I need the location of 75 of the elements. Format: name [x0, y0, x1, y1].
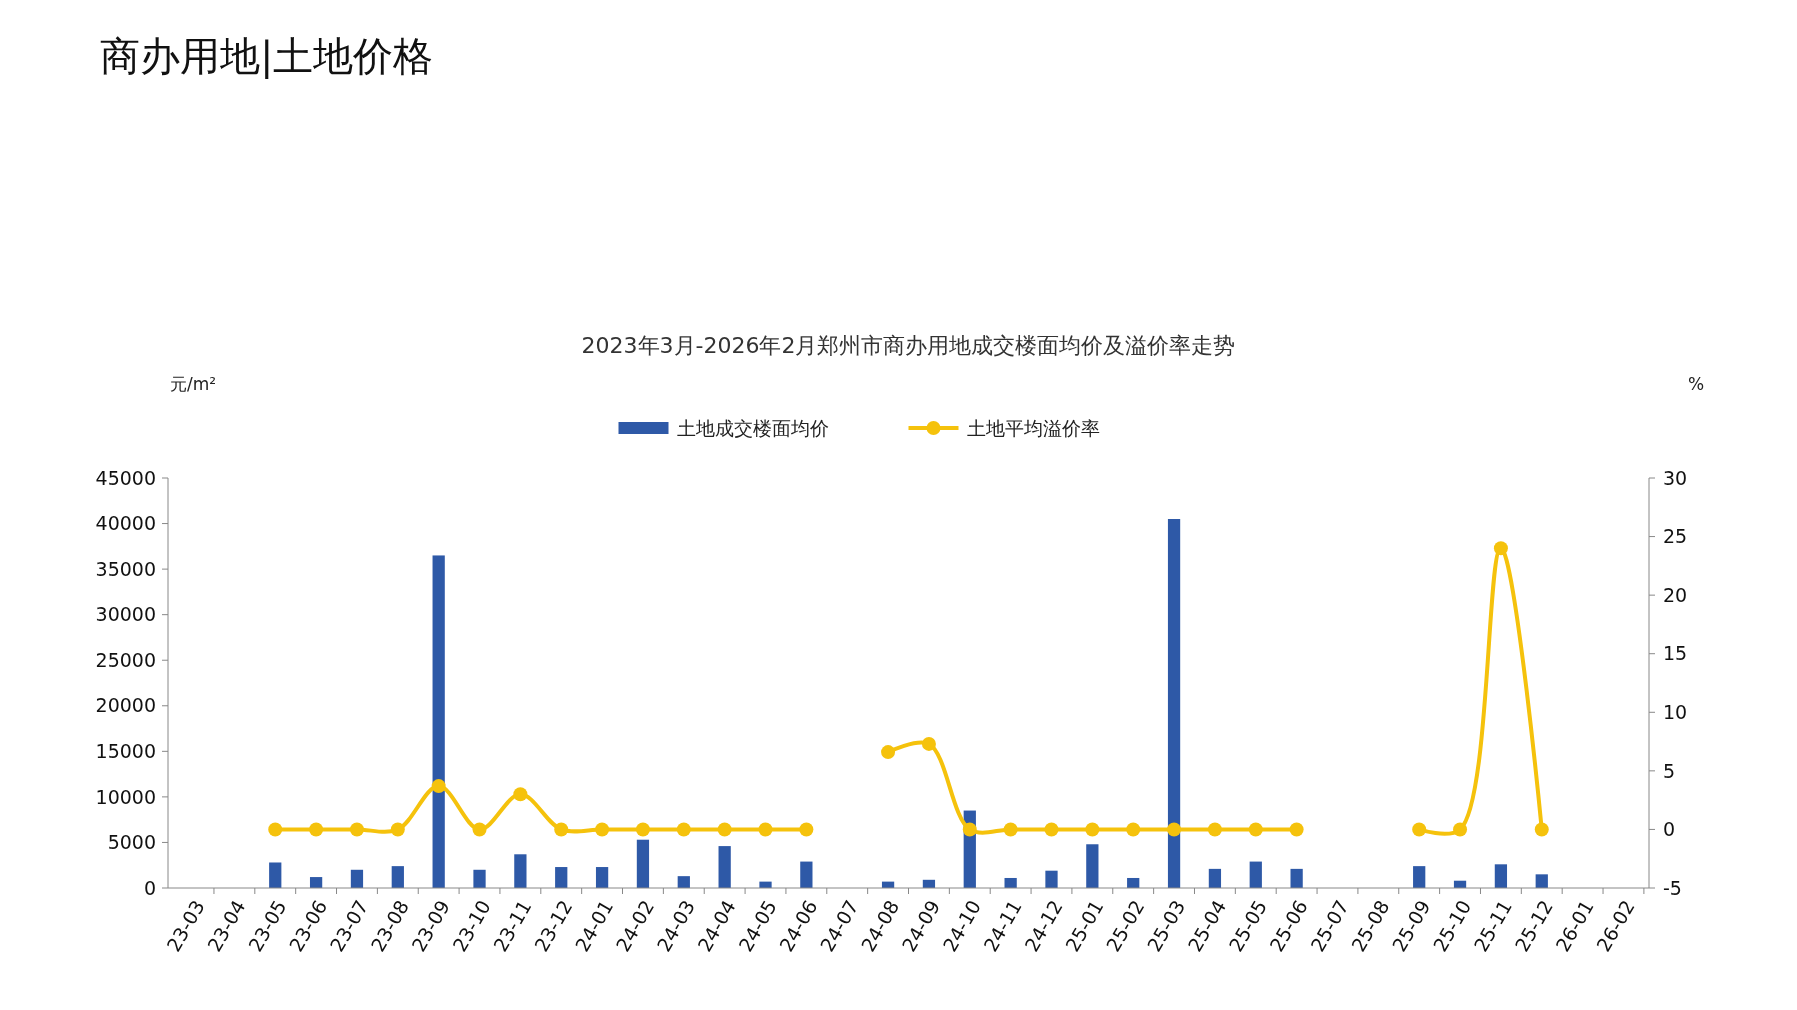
bar [677, 876, 690, 888]
chart-title: 商办用地|土地价格 [100, 33, 434, 79]
point [431, 779, 446, 794]
legend-label: 土地成交楼面均价 [676, 416, 829, 439]
bar [1494, 864, 1508, 888]
point [1207, 822, 1222, 837]
point [1453, 822, 1468, 837]
point [1167, 822, 1182, 837]
y2-tick-label: 5 [1663, 759, 1676, 782]
bar [636, 839, 650, 888]
point [1003, 822, 1018, 837]
y-tick-label: 35000 [95, 557, 156, 580]
y-tick-label: 20000 [95, 694, 156, 717]
bar [1290, 868, 1303, 888]
y-tick-label: 0 [143, 876, 156, 899]
y2-tick-label: 0 [1663, 818, 1676, 841]
point [472, 822, 487, 837]
point [717, 822, 732, 837]
bar [350, 869, 364, 888]
point [349, 822, 364, 837]
point [1248, 822, 1263, 837]
y2-tick-label: 30 [1663, 466, 1688, 489]
point [921, 736, 936, 751]
bar [800, 861, 813, 888]
point [1412, 822, 1427, 837]
point [635, 822, 650, 837]
bar [555, 867, 568, 888]
point [799, 822, 814, 837]
point [758, 822, 773, 837]
point [554, 822, 569, 837]
y2-tick-label: 25 [1663, 525, 1688, 548]
y2-tick-label: -5 [1663, 876, 1682, 899]
point [268, 822, 283, 837]
bar [432, 555, 445, 888]
bar [514, 854, 527, 888]
bar [595, 867, 609, 888]
point [676, 822, 691, 837]
y2-tick-label: 10 [1663, 700, 1688, 723]
y2-axis-title: % [1687, 374, 1705, 394]
point [1126, 822, 1141, 837]
point [1534, 822, 1549, 837]
bar [1413, 866, 1426, 888]
point [1044, 822, 1059, 837]
y-tick-label: 25000 [95, 648, 156, 671]
y2-tick-label: 15 [1663, 642, 1688, 665]
y-tick-label: 30000 [95, 603, 156, 626]
bar [391, 866, 404, 888]
point [513, 787, 528, 802]
y-tick-label: 10000 [95, 785, 156, 808]
point [881, 745, 896, 760]
y2-tick-label: 20 [1663, 583, 1688, 606]
bar [269, 862, 282, 888]
bar [1167, 519, 1181, 888]
point [309, 822, 324, 837]
chart-subtitle: 2023年3月-2026年2月郑州市商办用地成交楼面均价及溢价率走势 [581, 333, 1236, 358]
y-axis-title: 元/m² [170, 374, 217, 394]
point [1085, 822, 1100, 837]
y-tick-label: 45000 [95, 466, 156, 489]
bar [309, 877, 323, 888]
point [1289, 822, 1304, 837]
bar [1208, 868, 1222, 888]
point [1493, 541, 1508, 556]
point [595, 822, 610, 837]
y-tick-label: 15000 [95, 739, 156, 762]
bar [1086, 844, 1099, 888]
bar [473, 869, 486, 888]
bar [1045, 870, 1058, 888]
point [962, 822, 977, 837]
y-tick-label: 5000 [107, 831, 156, 854]
bar [1535, 874, 1548, 888]
legend-label: 土地平均溢价率 [966, 416, 1100, 439]
bar [1249, 861, 1262, 888]
y-tick-label: 40000 [95, 512, 156, 535]
point [390, 822, 405, 837]
bar [718, 846, 731, 888]
